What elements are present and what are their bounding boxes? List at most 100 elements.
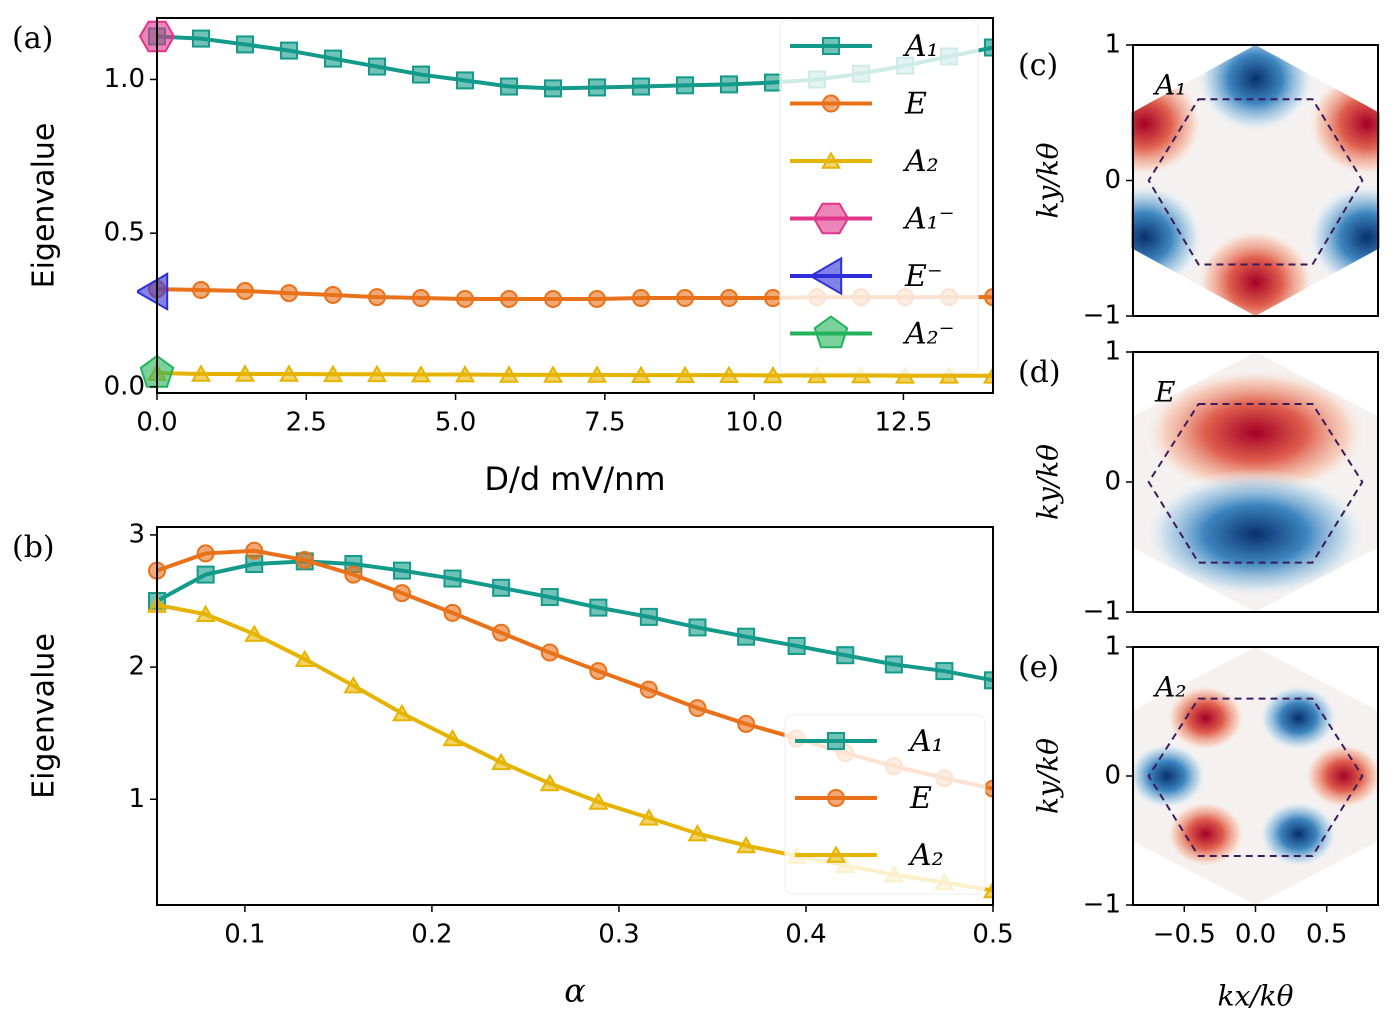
marker — [588, 792, 609, 810]
legend-label: A₂ — [902, 144, 939, 179]
marker — [630, 365, 652, 383]
legend-label: E — [909, 781, 932, 816]
marker — [675, 76, 694, 95]
x-tick-label: 0.3 — [598, 920, 639, 950]
marker — [894, 366, 916, 384]
marker — [737, 627, 756, 646]
marker — [586, 365, 608, 383]
marker — [542, 365, 564, 383]
marker — [718, 365, 740, 383]
heat-blob — [1195, 45, 1316, 134]
panel-label: (a) — [12, 21, 53, 56]
x-tick-label: 0.4 — [785, 920, 826, 950]
y-axis-label: Eigenvalue — [27, 123, 62, 289]
y-tick-label: 0 — [1104, 761, 1121, 791]
heat-blob — [1165, 684, 1246, 752]
marker — [456, 289, 475, 308]
heat-blob — [1195, 227, 1316, 316]
y-axis-label: ky/kθ — [1032, 444, 1065, 520]
heat-blob — [1258, 684, 1339, 752]
x-tick-label: 5.0 — [435, 408, 476, 438]
marker — [278, 364, 300, 382]
fermi-contour — [1147, 98, 1364, 266]
y-tick-label: 0 — [1104, 165, 1121, 195]
marker — [411, 289, 430, 308]
legend-marker — [822, 37, 840, 55]
legend-label: E — [904, 87, 927, 122]
legend-marker — [820, 151, 842, 169]
marker — [764, 289, 783, 308]
x-tick-label: 7.5 — [584, 408, 625, 438]
marker — [500, 77, 519, 96]
marker — [322, 364, 344, 383]
heatmap-label: A₁ — [1152, 69, 1186, 102]
legend-label: A₁⁻ — [902, 202, 955, 237]
marker — [935, 662, 954, 681]
plot-frame — [1132, 351, 1379, 613]
panel-label: (d) — [1018, 355, 1061, 390]
marker — [323, 49, 342, 68]
marker — [639, 680, 658, 699]
marker — [442, 728, 463, 747]
marker — [196, 565, 215, 584]
marker — [674, 365, 696, 383]
y-axis-label: ky/kθ — [1032, 142, 1065, 218]
panel-label: (b) — [12, 530, 55, 565]
marker — [137, 272, 169, 311]
marker — [280, 41, 299, 60]
legend-marker — [827, 789, 845, 807]
y-tick-label: 1.0 — [104, 64, 145, 94]
legend-label: A₂ — [907, 838, 944, 873]
heatmap-label: E — [1154, 376, 1175, 409]
legend-marker — [827, 732, 845, 750]
y-tick-label: 0.5 — [104, 218, 145, 248]
marker — [587, 289, 606, 308]
marker — [631, 289, 650, 308]
marker — [195, 604, 216, 622]
legend-label: A₁ — [902, 29, 939, 64]
legend-label: E⁻ — [904, 259, 943, 294]
marker — [764, 73, 783, 92]
y-tick-label: 1 — [1104, 30, 1121, 60]
heat-blob — [1165, 800, 1246, 868]
fermi-contour — [1147, 403, 1364, 564]
marker — [295, 551, 314, 570]
x-tick-label: 0.5 — [1306, 920, 1347, 950]
heat-blob — [1131, 742, 1208, 810]
x-axis-label: α — [564, 972, 586, 1010]
marker — [294, 649, 315, 667]
marker — [639, 607, 658, 626]
y-tick-label: −1 — [1083, 890, 1121, 920]
marker — [454, 364, 476, 383]
legend-label: A₂⁻ — [902, 317, 955, 352]
marker — [492, 578, 511, 597]
marker — [280, 284, 299, 303]
x-tick-label: 0.1 — [224, 920, 265, 950]
plot-frame — [156, 526, 994, 906]
plot-frame — [1132, 646, 1379, 906]
marker — [638, 808, 659, 826]
marker — [687, 823, 708, 842]
marker — [393, 561, 412, 580]
marker — [544, 79, 563, 98]
y-tick-label: 2 — [128, 652, 145, 682]
x-axis-label: kx/kθ — [1217, 980, 1293, 1013]
plot-frame — [156, 17, 994, 394]
marker — [323, 285, 342, 304]
x-tick-label: −0.5 — [1153, 920, 1216, 950]
marker — [367, 288, 386, 307]
plot-frame — [1132, 44, 1379, 317]
marker — [806, 365, 828, 384]
x-tick-label: 0.0 — [136, 408, 177, 438]
marker — [884, 655, 903, 674]
marker — [762, 365, 784, 384]
marker — [720, 289, 739, 308]
marker — [688, 699, 707, 718]
x-tick-label: 12.5 — [874, 408, 932, 438]
marker — [491, 752, 512, 771]
y-tick-label: 1 — [128, 784, 145, 814]
marker — [540, 643, 559, 662]
heat-blob — [1303, 742, 1380, 810]
legend-marker — [822, 94, 840, 113]
